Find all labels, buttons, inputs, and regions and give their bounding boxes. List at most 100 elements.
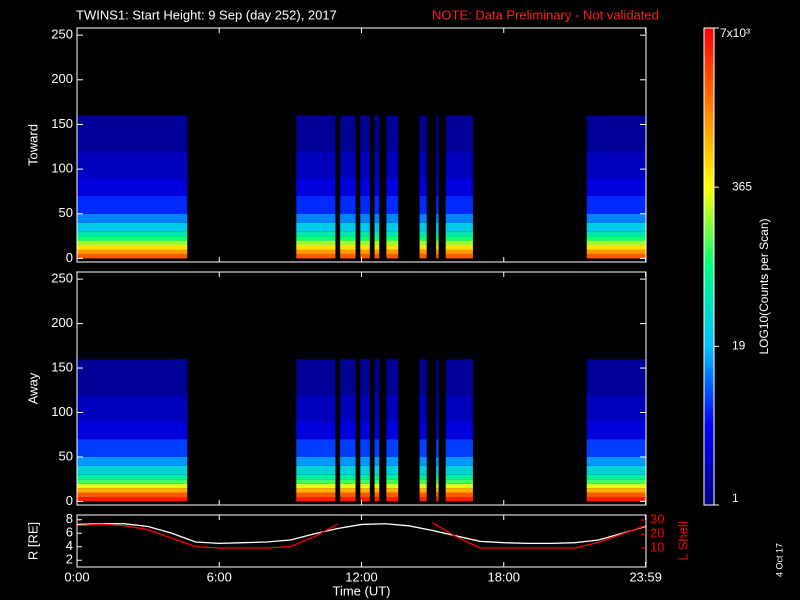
heat-cell (340, 439, 356, 457)
heat-cell (386, 488, 399, 493)
y-tick-label: 150 (51, 359, 73, 374)
heat-cell (360, 249, 370, 254)
heat-cell (77, 496, 188, 502)
colorbar-tick-label: 1 (732, 491, 739, 505)
heat-cell (445, 151, 473, 179)
heat-cell (340, 249, 356, 254)
heat-cell (586, 496, 646, 502)
heat-cell (445, 253, 473, 259)
heat-cell (340, 222, 356, 232)
heat-cell (445, 496, 473, 502)
heat-cell (296, 253, 336, 259)
heat-cell (360, 479, 370, 484)
heat-cell (77, 488, 188, 493)
colorbar (703, 27, 715, 506)
heat-cell (586, 213, 646, 223)
heat-cell (386, 483, 399, 489)
heat-cell (340, 488, 356, 493)
heat-cell (436, 222, 439, 232)
heat-cell (296, 421, 336, 440)
heat-cell (374, 488, 380, 493)
heat-cell (436, 456, 439, 466)
heat-cell (419, 359, 427, 395)
heat-cell (586, 222, 646, 232)
heat-cell (436, 359, 439, 395)
heat-cell (445, 231, 473, 237)
heat-cell (374, 151, 380, 179)
heat-cell (445, 222, 473, 232)
heat-cell (386, 178, 399, 196)
heat-cell (436, 492, 439, 497)
heat-cell (436, 249, 439, 254)
heat-cell (374, 439, 380, 457)
note: NOTE: Data Preliminary - Not validated (432, 7, 659, 22)
heat-cell (77, 492, 188, 497)
heat-cell (436, 465, 439, 475)
heat-cell (419, 488, 427, 493)
y-tick-label: 250 (51, 27, 73, 42)
heat-cell (436, 496, 439, 502)
heat-cell (296, 456, 336, 466)
heat-cell (586, 245, 646, 250)
heat-cell (419, 213, 427, 223)
heat-cell (296, 213, 336, 223)
heat-cell (586, 456, 646, 466)
heat-cell (77, 231, 188, 237)
heat-cell (436, 195, 439, 214)
y-tick-label: 200 (51, 315, 73, 330)
heat-cell (445, 249, 473, 254)
x-tick-label: 12:00 (345, 569, 378, 584)
heat-cell (296, 240, 336, 246)
heat-cell (340, 231, 356, 237)
y2-tick-label: 20 (650, 525, 664, 540)
heat-cell (374, 249, 380, 254)
y-tick-label: 0 (66, 250, 73, 265)
y-tick-label: 150 (51, 116, 73, 131)
y-tick-label: 6 (66, 525, 73, 540)
heat-cell (586, 195, 646, 214)
heat-cell (586, 488, 646, 493)
heat-cell (340, 240, 356, 246)
heat-cell (77, 178, 188, 196)
heat-cell (436, 213, 439, 223)
heat-cell (374, 483, 380, 489)
heat-cell (386, 240, 399, 246)
heat-cell (386, 151, 399, 179)
heat-cell (586, 483, 646, 489)
heat-cell (419, 115, 427, 152)
heat-cell (445, 195, 473, 214)
heat-cell (386, 421, 399, 440)
heat-cell (360, 115, 370, 152)
heat-cell (340, 151, 356, 179)
heat-cell (586, 492, 646, 497)
heat-cell (77, 474, 188, 480)
heat-cell (386, 115, 399, 152)
heat-cell (340, 253, 356, 259)
heat-cell (374, 359, 380, 395)
heat-cell (386, 359, 399, 395)
heat-cell (77, 394, 188, 422)
heat-cell (436, 151, 439, 179)
heat-cell (419, 474, 427, 480)
heat-cell (445, 394, 473, 422)
heat-cell (445, 479, 473, 484)
heat-cell (360, 394, 370, 422)
heat-cell (360, 421, 370, 440)
y2-tick-label: 10 (650, 539, 664, 554)
heat-cell (419, 496, 427, 502)
heat-cell (386, 213, 399, 223)
heat-cell (360, 492, 370, 497)
heat-cell (296, 245, 336, 250)
heat-cell (296, 465, 336, 475)
heat-cell (77, 236, 188, 241)
heat-cell (296, 474, 336, 480)
heat-cell (296, 231, 336, 237)
y-tick-label: 250 (51, 271, 73, 286)
y-axis-label: R [RE] (25, 522, 40, 560)
heat-cell (77, 465, 188, 475)
heat-cell (296, 236, 336, 241)
heat-cell (436, 439, 439, 457)
heat-cell (419, 483, 427, 489)
y-tick-label: 100 (51, 404, 73, 419)
